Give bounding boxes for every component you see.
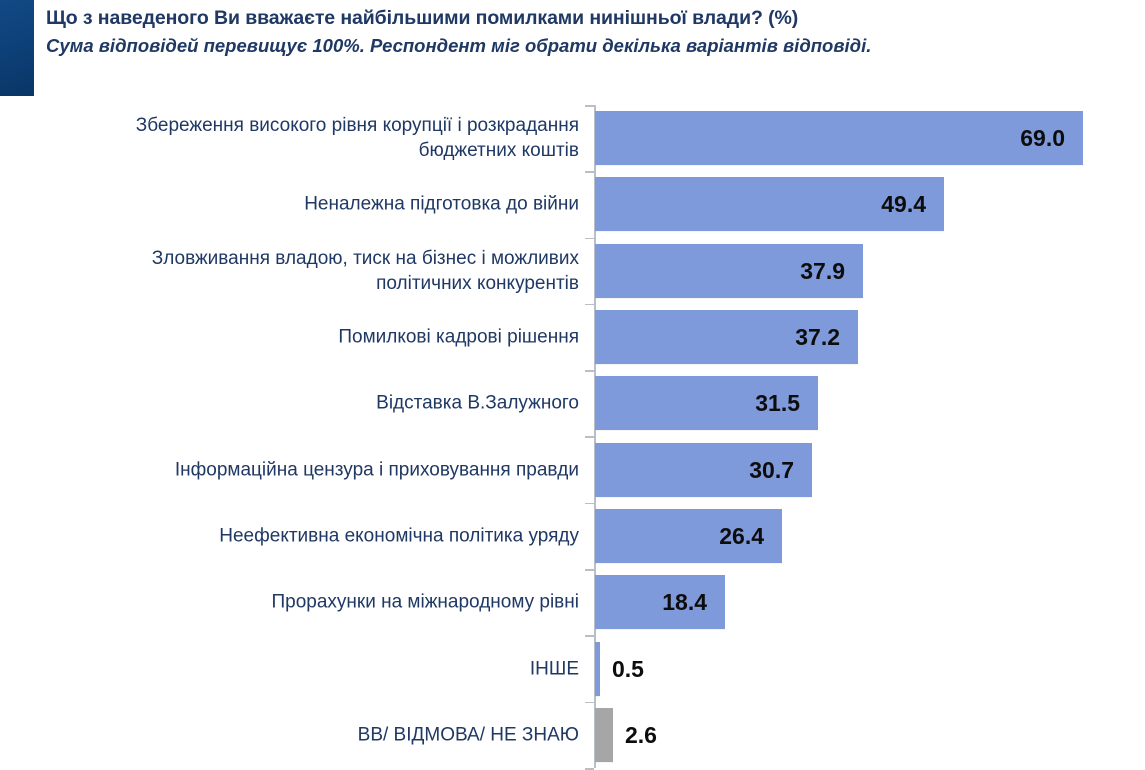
bar-row: Неефективна економічна політика уряду 26.… <box>0 502 1145 569</box>
category-axis-line <box>594 105 596 768</box>
axis-tick <box>585 569 594 571</box>
bar[interactable]: 37.9 <box>595 243 863 298</box>
bar[interactable]: 31.5 <box>595 376 818 431</box>
axis-tick <box>585 436 594 438</box>
bar-value-label: 0.5 <box>612 655 644 682</box>
category-label: Інформаційна цензура і приховування прав… <box>174 459 579 481</box>
bar[interactable]: 49.4 <box>595 177 944 232</box>
bar-wrapper: 2.6 <box>595 707 657 762</box>
chart-header: Що з наведеного Ви вважаєте найбільшими … <box>46 6 1126 58</box>
axis-tick <box>585 303 594 306</box>
category-label: Прорахунки на міжнародному рівні <box>271 591 579 613</box>
axis-tick <box>585 171 594 173</box>
bar-value-label: 30.7 <box>749 456 794 483</box>
category-label: Неналежна підготовка до війни <box>304 193 579 215</box>
axis-tick <box>585 701 594 704</box>
bar-wrapper: 69.0 <box>595 111 1083 166</box>
category-label: Неефективна економічна політика уряду <box>219 525 579 547</box>
bar-value-label: 26.4 <box>719 522 764 549</box>
axis-tick <box>585 370 594 372</box>
axis-tick <box>585 635 594 637</box>
axis-tick <box>585 768 594 770</box>
bar-value-label: 37.9 <box>800 257 845 284</box>
bar[interactable]: 18.4 <box>595 575 725 630</box>
bar[interactable] <box>595 707 613 762</box>
bar[interactable] <box>595 641 600 696</box>
category-label: Відставка В.Залужного <box>376 392 579 414</box>
bar-wrapper: 18.4 <box>595 575 725 630</box>
bar-wrapper: 37.2 <box>595 310 858 365</box>
bar-row: ВВ/ ВІДМОВА/ НЕ ЗНАЮ 2.6 <box>0 701 1145 768</box>
bar-wrapper: 26.4 <box>595 508 782 563</box>
bar-row: ІНШЕ 0.5 <box>0 635 1145 701</box>
bar-wrapper: 0.5 <box>595 641 644 696</box>
bar-wrapper: 49.4 <box>595 177 944 232</box>
bar-wrapper: 37.9 <box>595 243 863 298</box>
bar-value-label: 2.6 <box>625 721 657 748</box>
bar-row: Відставка В.Залужного 31.5 <box>0 370 1145 436</box>
bar[interactable]: 30.7 <box>595 442 812 497</box>
bar-row: Прорахунки на міжнародному рівні 18.4 <box>0 569 1145 635</box>
category-label: Збереження високого рівня корупції і роз… <box>135 115 579 162</box>
bar[interactable]: 37.2 <box>595 310 858 365</box>
bar[interactable]: 26.4 <box>595 508 782 563</box>
bar-row: Зловживання владою, тиск на бізнес і мож… <box>0 237 1145 304</box>
bar-value-label: 37.2 <box>795 324 840 351</box>
category-label: ІНШЕ <box>529 658 579 680</box>
chart-plot-area: Збереження високого рівня корупції і роз… <box>0 96 1145 770</box>
bar-value-label: 69.0 <box>1020 125 1065 152</box>
bar-wrapper: 30.7 <box>595 442 812 497</box>
bar-value-label: 31.5 <box>755 390 800 417</box>
chart-subtitle: Сума відповідей перевищує 100%. Респонде… <box>46 35 872 56</box>
bar-wrapper: 31.5 <box>595 376 818 431</box>
bar-rows-container: Збереження високого рівня корупції і роз… <box>0 105 1145 770</box>
category-label: ВВ/ ВІДМОВА/ НЕ ЗНАЮ <box>357 724 579 746</box>
bar-value-label: 18.4 <box>662 589 707 616</box>
axis-tick <box>585 237 594 240</box>
bar-row: Збереження високого рівня корупції і роз… <box>0 105 1145 171</box>
bar-row: Помилкові кадрові рішення 37.2 <box>0 303 1145 370</box>
axis-tick <box>585 105 594 107</box>
bar-row: Інформаційна цензура і приховування прав… <box>0 436 1145 502</box>
category-label: Помилкові кадрові рішення <box>338 326 579 348</box>
category-label: Зловживання владою, тиск на бізнес і мож… <box>151 247 579 294</box>
axis-tick <box>585 502 594 505</box>
chart-title: Що з наведеного Ви вважаєте найбільшими … <box>46 7 799 29</box>
bar-row: Неналежна підготовка до війни 49.4 <box>0 171 1145 237</box>
bar[interactable]: 69.0 <box>595 111 1083 166</box>
decorative-accent-band <box>0 0 34 96</box>
bar-value-label: 49.4 <box>881 191 926 218</box>
